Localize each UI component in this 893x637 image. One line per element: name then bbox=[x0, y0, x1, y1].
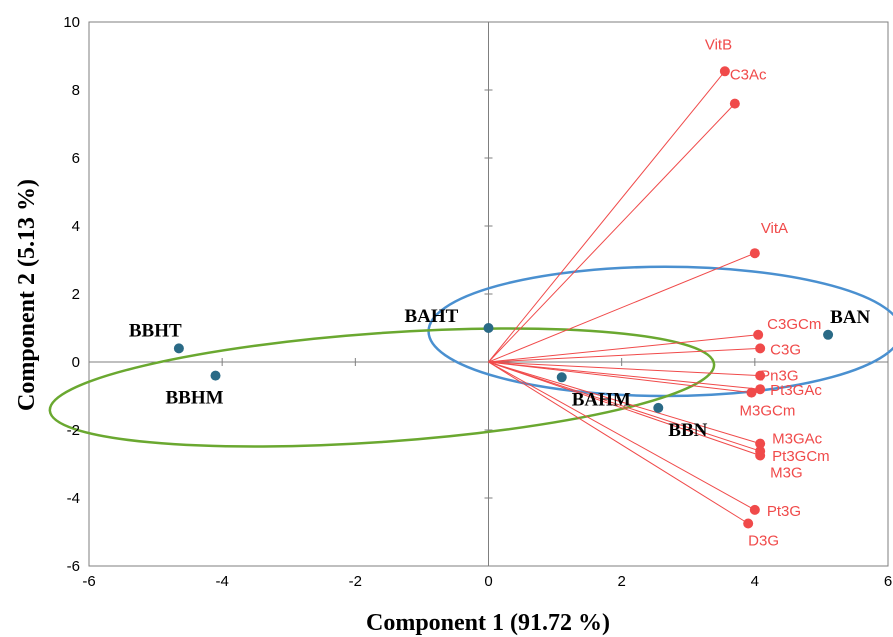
x-tick-label: 6 bbox=[884, 573, 892, 590]
loading-label: VitB bbox=[705, 36, 732, 53]
loading-vector bbox=[488, 361, 761, 456]
loading-label: Pt3G bbox=[767, 503, 801, 520]
loading-label: C3G bbox=[770, 341, 801, 358]
loading-vector bbox=[488, 361, 752, 394]
y-tick-label: -6 bbox=[67, 558, 80, 575]
loading-point bbox=[743, 518, 754, 529]
loading-point bbox=[755, 450, 766, 461]
sample-point bbox=[210, 370, 221, 381]
bb-group-ellipse bbox=[48, 327, 716, 448]
loading-point bbox=[746, 387, 757, 398]
loading-point bbox=[749, 248, 760, 259]
x-tick-label: -4 bbox=[215, 573, 228, 590]
x-tick-label: 0 bbox=[484, 573, 492, 590]
sample-label: BAN bbox=[830, 307, 870, 328]
loading-label: Pt3GCm bbox=[772, 448, 830, 465]
sample-point bbox=[556, 372, 567, 383]
sample-point bbox=[483, 323, 494, 333]
loading-label: VitA bbox=[761, 220, 788, 237]
sample-label: BBHT bbox=[129, 320, 182, 341]
x-tick-label: 2 bbox=[617, 573, 625, 590]
loading-label: C3GCm bbox=[767, 316, 821, 333]
loading-vector bbox=[488, 347, 761, 363]
sample-point bbox=[823, 329, 834, 340]
axes-layer bbox=[88, 21, 889, 567]
loading-point bbox=[729, 98, 740, 109]
loading-label: Pt3GAc bbox=[770, 382, 822, 399]
y-tick-label: 6 bbox=[72, 150, 80, 167]
sample-point bbox=[173, 343, 184, 354]
loading-point bbox=[755, 384, 766, 395]
loading-point bbox=[753, 329, 764, 340]
loading-vector bbox=[488, 361, 761, 445]
loading-label: M3GCm bbox=[740, 403, 796, 420]
ellipse-layer bbox=[48, 265, 893, 448]
loading-point bbox=[749, 504, 760, 515]
loading-label: C3Ac bbox=[730, 67, 767, 84]
y-tick-label: 0 bbox=[72, 354, 80, 371]
loading-vector bbox=[488, 361, 761, 390]
x-tick-label: -2 bbox=[349, 573, 362, 590]
y-tick-label: 4 bbox=[72, 218, 80, 235]
loading-label: M3GAc bbox=[772, 431, 823, 448]
y-tick-label: 8 bbox=[72, 82, 80, 99]
y-tick-label: 10 bbox=[63, 14, 80, 31]
loading-vector bbox=[488, 334, 759, 363]
loading-label: M3G bbox=[770, 465, 803, 482]
ba-group-ellipse bbox=[427, 265, 893, 398]
loading-point bbox=[755, 438, 766, 449]
loading-vector bbox=[488, 361, 756, 511]
x-axis-title: Component 1 (91.72 %) bbox=[366, 610, 610, 636]
loading-vector bbox=[488, 361, 761, 377]
loading-label: D3G bbox=[748, 533, 779, 550]
sample-label: BAHT bbox=[405, 306, 459, 327]
y-tick-label: 2 bbox=[72, 286, 80, 303]
x-tick-label: -6 bbox=[82, 573, 95, 590]
sample-layer: BBHT BBHM BAHT BAHM BBN BAN bbox=[129, 306, 871, 441]
y-axis-title: Component 2 (5.13 %) bbox=[14, 179, 40, 411]
y-tick-label: -4 bbox=[67, 490, 80, 507]
loading-vector bbox=[488, 361, 749, 524]
x-tick-label: 4 bbox=[751, 573, 759, 590]
sample-point bbox=[653, 402, 664, 413]
tick-layer: -6 -4 -2 0 2 4 6 -6 -4 -2 0 2 4 6 8 10 bbox=[63, 14, 892, 590]
loading-vector bbox=[488, 252, 756, 363]
loading-vector bbox=[488, 70, 726, 363]
sample-label: BBHM bbox=[166, 388, 224, 409]
sample-label: BAHM bbox=[572, 389, 631, 410]
loading-point bbox=[755, 370, 766, 381]
loading-label: Pn3G bbox=[760, 368, 798, 385]
loading-vector bbox=[488, 103, 736, 363]
loading-vector bbox=[488, 361, 761, 452]
loading-point bbox=[719, 66, 730, 77]
y-tick-label: -2 bbox=[67, 422, 80, 439]
loading-point bbox=[755, 343, 766, 354]
sample-label: BBN bbox=[668, 420, 707, 441]
